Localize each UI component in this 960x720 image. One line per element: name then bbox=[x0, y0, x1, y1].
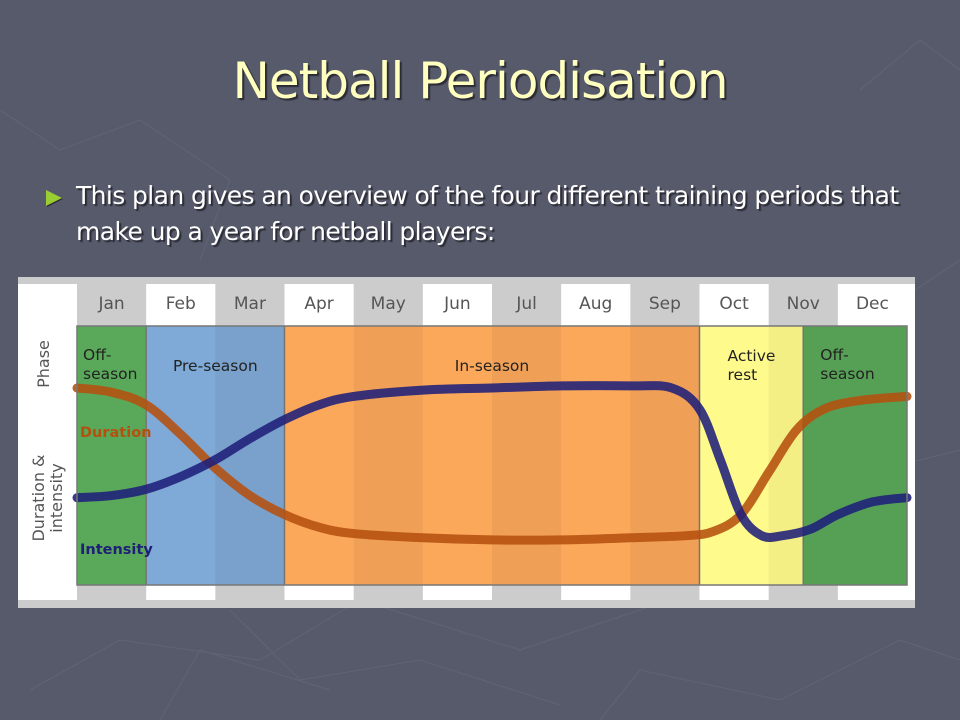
month-cell bbox=[77, 284, 147, 326]
footer-band bbox=[18, 600, 915, 608]
month-label-feb: Feb bbox=[166, 294, 196, 314]
bullet-arrow-icon bbox=[46, 190, 62, 206]
month-cell bbox=[422, 284, 493, 326]
header-band bbox=[18, 277, 915, 284]
phase-label: Active bbox=[728, 347, 776, 365]
phase-label: rest bbox=[728, 366, 758, 384]
month-footer-cell bbox=[699, 585, 770, 600]
month-label-mar: Mar bbox=[234, 294, 266, 314]
month-label-aug: Aug bbox=[579, 294, 612, 314]
month-label-nov: Nov bbox=[787, 294, 820, 314]
month-cell bbox=[284, 284, 355, 326]
month-footer-cell bbox=[837, 585, 908, 600]
month-cell bbox=[768, 284, 839, 326]
phase-label: season bbox=[83, 365, 138, 383]
plot-border bbox=[76, 325, 908, 586]
month-footer-cell bbox=[284, 585, 355, 600]
row-label-phase: Phase bbox=[34, 340, 53, 388]
phase-label: Off- bbox=[83, 346, 111, 364]
month-cell bbox=[699, 284, 770, 326]
month-footer-cell bbox=[561, 585, 631, 600]
bullet-point: This plan gives an overview of the four … bbox=[46, 178, 926, 250]
intensity-curve bbox=[72, 381, 912, 542]
month-label-may: May bbox=[371, 294, 406, 314]
intensity-label: Intensity bbox=[80, 542, 153, 558]
month-label-jun: Jun bbox=[443, 294, 471, 314]
month-cell bbox=[492, 284, 562, 326]
phase-label: In-season bbox=[455, 357, 529, 375]
month-cell bbox=[561, 284, 631, 326]
month-footer-cell bbox=[492, 585, 562, 600]
phase-label: season bbox=[820, 365, 875, 383]
month-label-oct: Oct bbox=[719, 294, 749, 314]
month-footer-cell bbox=[630, 585, 700, 600]
month-cell bbox=[146, 284, 216, 326]
row-label-duration-intensity: Duration & bbox=[29, 454, 48, 541]
row-label-duration-intensity-2: intensity bbox=[47, 463, 66, 532]
month-label-apr: Apr bbox=[304, 294, 333, 314]
phase-block-off-season bbox=[77, 326, 147, 585]
month-footer-cell bbox=[353, 585, 424, 600]
month-label-dec: Dec bbox=[856, 294, 889, 314]
month-cell bbox=[353, 284, 424, 326]
month-label-sep: Sep bbox=[649, 294, 681, 314]
slide-title: Netball Periodisation bbox=[232, 52, 728, 110]
month-footer-cell bbox=[768, 585, 839, 600]
phase-label: Pre-season bbox=[173, 357, 258, 375]
month-footer-cell bbox=[77, 585, 147, 600]
month-footer-cell bbox=[215, 585, 285, 600]
month-stripe bbox=[630, 326, 700, 585]
month-cell bbox=[630, 284, 700, 326]
phase-block-off-season bbox=[803, 326, 907, 585]
phase-label: Off- bbox=[820, 346, 848, 364]
month-label-jan: Jan bbox=[97, 294, 124, 314]
month-footer-cell bbox=[146, 585, 216, 600]
duration-curve bbox=[72, 383, 912, 545]
month-stripe bbox=[353, 326, 423, 585]
month-cell bbox=[215, 284, 285, 326]
month-footer-cell bbox=[422, 585, 493, 600]
month-label-jul: Jul bbox=[515, 294, 537, 314]
bullet-text: This plan gives an overview of the four … bbox=[76, 181, 899, 246]
month-stripe bbox=[837, 326, 907, 585]
month-cell bbox=[837, 284, 908, 326]
duration-label: Duration bbox=[80, 425, 151, 441]
